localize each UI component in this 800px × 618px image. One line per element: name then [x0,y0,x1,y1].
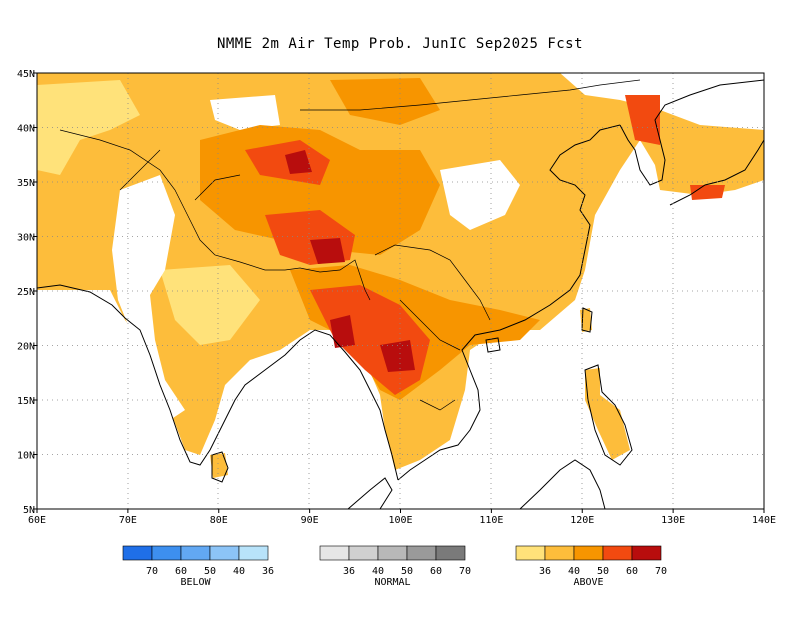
graticule [37,73,764,509]
lon-tick-label: 110E [479,515,503,526]
legend-value-label: 70 [655,566,667,577]
coastlines [37,79,764,509]
legend-group-below: 70 60 50 40 36 BELOW [122,545,274,588]
coastline-korea [619,79,764,186]
lon-tick-label: 90E [301,515,319,526]
lon-tick-label: 140E [752,515,776,526]
legend-swatch [602,545,633,561]
legend-value-label: 36 [262,566,274,577]
shading-red-japan [690,185,725,200]
legend-value-label: 50 [597,566,609,577]
shading-white-china [440,160,520,230]
legend-value-label: 50 [204,566,216,577]
legend-swatch [435,545,466,561]
legend-value-label: 70 [459,566,471,577]
shading-darkred-myanmar [330,315,415,372]
shading-darkred-himalaya [310,238,345,264]
legend-swatch [406,545,437,561]
coastline-indochina [397,124,621,481]
lon-tick-label: 130E [661,515,685,526]
legend-swatch [515,545,546,561]
legend-swatch [573,545,604,561]
legend-value-label: 40 [568,566,580,577]
legend-group-above: 36 40 50 60 70 ABOVE [515,545,667,588]
legend-swatch [377,545,408,561]
legend-caption: NORMAL [374,577,410,588]
shading-red-korea [625,95,660,145]
legend-caption: BELOW [180,577,211,588]
probability-shading [37,73,764,478]
legend-value-label: 60 [626,566,638,577]
legend-swatch [209,545,240,561]
lat-tick-label: 5N [23,505,35,516]
lat-tick-label: 20N [17,342,35,353]
legend-group-normal: 36 40 50 60 70 NORMAL [319,545,471,588]
legend-value-label: 60 [175,566,187,577]
legend-swatch [631,545,662,561]
shading-darkred-tibet [285,150,312,174]
legend-swatch [180,545,211,561]
legend-swatch [544,545,575,561]
shading-srilanka [210,453,228,478]
shading-white-india [112,175,185,420]
lat-tick-label: 15N [17,396,35,407]
legend-value-label: 70 [146,566,158,577]
legend-value-label: 40 [233,566,245,577]
coastline-philippines [584,364,633,466]
lon-tick-label: 100E [388,515,412,526]
legend-value-label: 50 [401,566,413,577]
lon-tick-label: 120E [570,515,594,526]
lon-tick-label: 60E [28,515,46,526]
legend-swatch [348,545,379,561]
lat-tick-label: 25N [17,287,35,298]
legend-swatch [151,545,182,561]
shading-light-patches-west [37,80,140,175]
lat-tick-label: 10N [17,451,35,462]
lat-tick-label: 35N [17,178,35,189]
legend-value-label: 60 [430,566,442,577]
coastline-srilanka [211,451,229,483]
lat-tick-label: 30N [17,233,35,244]
legend-swatch [238,545,269,561]
shading-philippines [585,368,630,460]
map-title: NMME 2m Air Temp Prob. JunIC Sep2025 Fcs… [216,36,584,52]
legend-value-label: 40 [372,566,384,577]
shading-light-patches-india [160,265,260,345]
legend-swatch [122,545,153,561]
shading-orange-north [330,78,440,125]
lon-tick-label: 70E [119,515,137,526]
coastline-taiwan [581,307,593,333]
shading-white-mongolia [210,95,280,130]
legend-swatch [319,545,350,561]
lat-tick-label: 40N [17,124,35,135]
coastline-hainan [485,337,501,353]
coastline-japan [669,139,764,206]
lon-tick-label: 80E [210,515,228,526]
legend-caption: ABOVE [573,577,603,588]
borders [59,79,641,411]
legend-value-label: 36 [539,566,551,577]
lat-tick-label: 45N [17,69,35,80]
coastline-sumatra [347,477,393,509]
axis-ticks: 60E 70E 80E 90E 100E 110E 120E 130E 140E 45N 40N 35… [17,69,776,526]
coastline-arabian-india [37,284,399,481]
legend-value-label: 36 [343,566,355,577]
coastline-borneo [519,459,606,509]
